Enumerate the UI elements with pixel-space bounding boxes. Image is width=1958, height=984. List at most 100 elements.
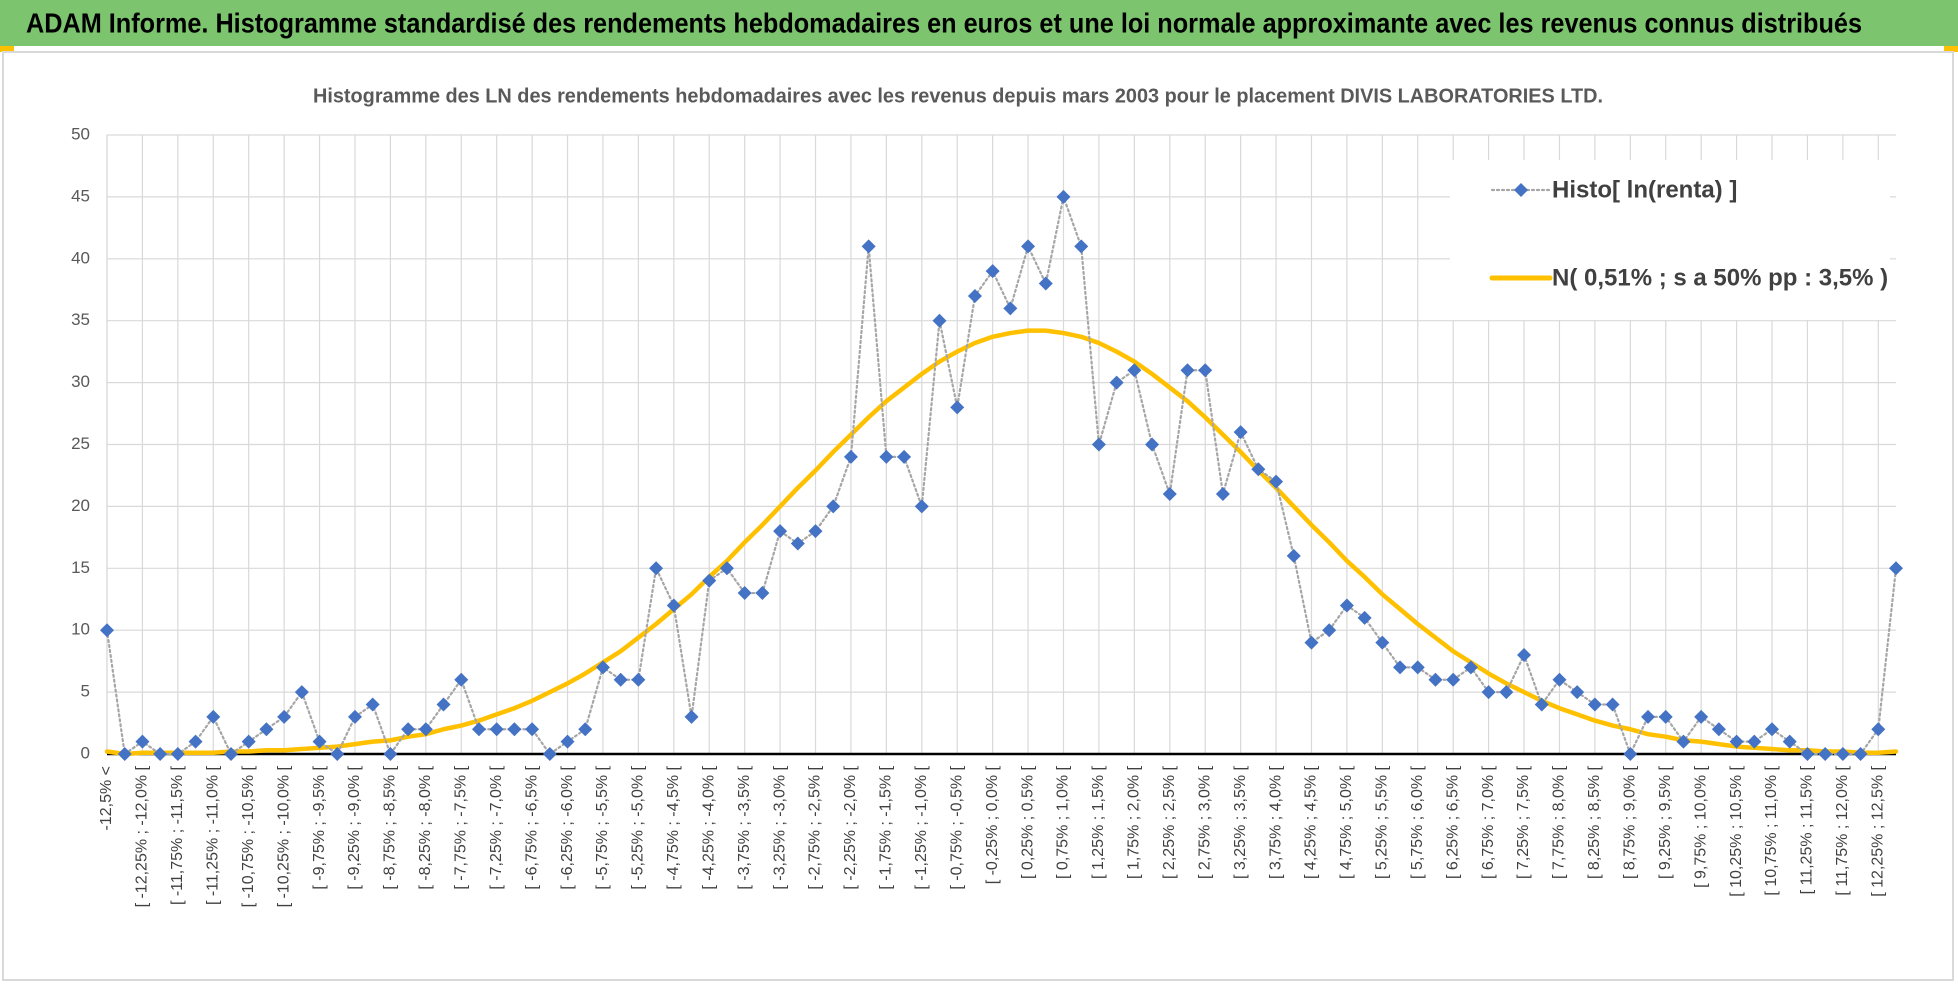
- data-point: [1499, 685, 1514, 700]
- data-point: [861, 239, 876, 254]
- data-point: [897, 449, 912, 464]
- data-point: [1641, 709, 1656, 724]
- x-tick-label: [ -3,25% ; -3,0% [: [771, 765, 788, 889]
- data-point: [1481, 685, 1496, 700]
- x-tick-label: [ -0,75% ; -0,5% [: [948, 765, 965, 889]
- x-tick-label: -12,5% <: [98, 766, 115, 830]
- x-tick-label: [ -1,75% ; -1,5% [: [878, 765, 895, 889]
- data-point: [100, 623, 114, 638]
- data-point: [365, 697, 380, 712]
- data-point: [879, 449, 894, 464]
- data-point: [259, 722, 274, 737]
- data-point: [1605, 697, 1620, 712]
- x-tick-label: [ 2,25% ; 2,5% [: [1161, 765, 1178, 879]
- data-point: [117, 747, 132, 761]
- data-point: [454, 672, 469, 687]
- y-tick-label: 45: [71, 186, 90, 205]
- x-tick-label: [ 5,25% ; 5,5% [: [1374, 765, 1391, 879]
- data-point: [560, 734, 575, 749]
- x-tick-label: [ 10,75% ; 11,0% [: [1763, 765, 1780, 895]
- y-tick-label: 30: [71, 372, 90, 391]
- data-point: [1676, 734, 1691, 749]
- data-point: [932, 313, 947, 328]
- data-point: [542, 747, 557, 761]
- data-point: [1747, 734, 1762, 749]
- data-point: [755, 586, 770, 601]
- data-point: [1818, 747, 1833, 761]
- x-tick-label: [ -3,75% ; -3,5% [: [736, 765, 753, 889]
- data-point: [471, 722, 486, 737]
- data-point: [347, 709, 362, 724]
- x-tick-label: [ 0,25% ; 0,5% [: [1019, 765, 1036, 879]
- data-point: [525, 722, 540, 737]
- header-bar: [0, 0, 1958, 46]
- data-point: [666, 598, 681, 613]
- x-tick-label: [ 6,75% ; 7,0% [: [1480, 765, 1497, 879]
- data-point: [967, 288, 982, 303]
- x-tick-label: [ -1,25% ; -1,0% [: [913, 765, 930, 889]
- data-point: [684, 709, 699, 724]
- x-tick-label: [ -7,25% ; -7,0% [: [488, 765, 505, 889]
- x-tick-label: [ 7,25% ; 7,5% [: [1515, 765, 1532, 879]
- data-point: [1074, 239, 1089, 254]
- x-tick-label: [ 12,25% ; 12,5% [: [1870, 765, 1887, 896]
- data-point: [418, 722, 433, 737]
- data-point: [843, 449, 858, 464]
- x-tick-label: [ -6,25% ; -6,0% [: [559, 765, 576, 889]
- data-point: [1765, 722, 1780, 737]
- data-point: [1038, 276, 1053, 291]
- x-tick-label: [ -5,25% ; -5,0% [: [630, 765, 647, 889]
- data-point: [595, 660, 610, 675]
- y-tick-label: 5: [81, 682, 90, 701]
- header-title: ADAM Informe. Histogramme standardisé de…: [26, 7, 1862, 38]
- data-point: [1021, 239, 1036, 254]
- data-point: [1091, 437, 1106, 452]
- data-point: [1853, 747, 1868, 761]
- data-point: [277, 709, 292, 724]
- data-point: [826, 499, 841, 514]
- data-point: [1570, 685, 1585, 700]
- x-tick-label: [ 10,25% ; 10,5% [: [1728, 765, 1745, 896]
- x-tick-label: [ -8,25% ; -8,0% [: [417, 765, 434, 889]
- x-tick-label: [ 11,25% ; 11,5% [: [1799, 765, 1816, 894]
- data-point: [773, 524, 788, 539]
- x-tick-label: [ 9,25% ; 9,5% [: [1657, 765, 1674, 879]
- legend-marker: [1514, 183, 1528, 197]
- x-tick-label: [ -11,25% ; -11,0% [: [204, 765, 221, 905]
- x-tick-label: [ -7,75% ; -7,5% [: [452, 765, 469, 889]
- data-point: [1534, 697, 1549, 712]
- data-point: [135, 734, 150, 749]
- x-tick-label: [ -5,75% ; -5,5% [: [594, 765, 611, 889]
- data-point: [1251, 462, 1266, 477]
- data-point: [1835, 747, 1850, 761]
- x-tick-label: [ 0,75% ; 1,0% [: [1055, 765, 1072, 879]
- chart-title: Histogramme des LN des rendements hebdom…: [313, 85, 1603, 107]
- data-point: [950, 400, 965, 415]
- data-point: [719, 561, 734, 576]
- x-tick-label: [ 9,75% ; 10,0% [: [1692, 765, 1709, 887]
- data-point: [1428, 672, 1443, 687]
- data-point: [312, 734, 327, 749]
- data-point: [1215, 487, 1230, 502]
- data-point: [1109, 375, 1124, 390]
- corner-mark: [1944, 46, 1958, 52]
- y-tick-label: 20: [71, 496, 90, 515]
- x-tick-label: [ -9,75% ; -9,5% [: [311, 765, 328, 889]
- x-tick-label: [ 4,25% ; 4,5% [: [1303, 765, 1320, 879]
- y-tick-label: 50: [71, 124, 90, 143]
- x-tick-label: [ -10,75% ; -10,5% [: [240, 765, 257, 907]
- x-tick-label: [ -6,75% ; -6,5% [: [523, 765, 540, 889]
- x-tick-label: [ 6,25% ; 6,5% [: [1444, 765, 1461, 879]
- corner-mark: [0, 46, 14, 52]
- data-point: [914, 499, 929, 514]
- data-point: [985, 264, 1000, 279]
- data-point: [1056, 189, 1071, 204]
- data-point: [1623, 747, 1638, 761]
- data-point: [1729, 734, 1744, 749]
- data-point: [1410, 660, 1425, 675]
- data-point: [1393, 660, 1408, 675]
- data-point: [1552, 672, 1567, 687]
- data-point: [737, 586, 752, 601]
